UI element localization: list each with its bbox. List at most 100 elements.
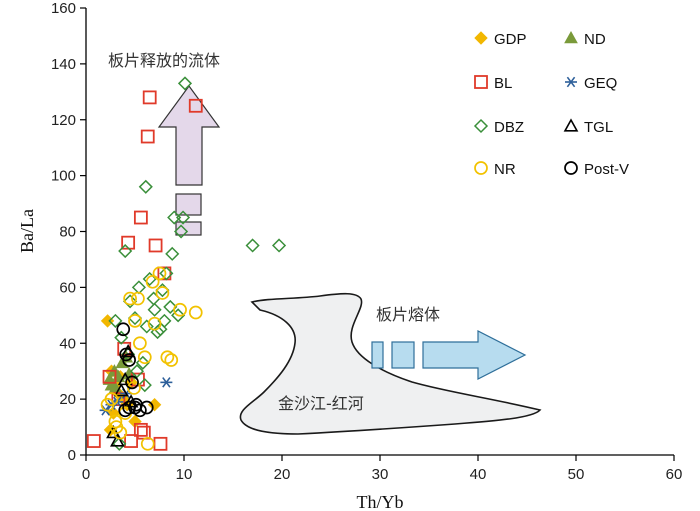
legend-item-nd: ND [564,30,606,48]
legend-item-tgl: TGL [563,118,613,136]
point-nr [140,436,155,451]
legend-label-nd: ND [584,31,606,48]
point-nr [104,392,119,406]
point-bl [148,238,163,253]
legend-item-geq: GEQ [565,75,617,92]
y-tick-label: 120 [51,112,76,129]
point-bl [133,422,148,437]
legend-label-geq: GEQ [584,75,617,92]
point-bl [136,425,151,440]
point-nr [127,381,141,395]
point-bl [111,392,126,407]
point-bl [86,434,101,448]
point-bl [124,434,138,448]
point-bl [157,266,172,281]
point-dbz [114,330,129,345]
point-dbz [177,76,193,91]
point-bl [140,129,155,144]
x-tick-label: 40 [470,466,487,483]
legend-label-nr: NR [494,161,516,178]
point-nr [188,305,203,320]
legend-marker-tgl [563,118,579,132]
point-dbz [271,238,287,253]
annotation-slab-melt: 板片熔体 [376,305,440,324]
point-nr [152,266,167,281]
point-tgl [110,433,125,447]
x-tick-label: 60 [666,466,683,483]
legend-marker-nr [474,161,488,175]
point-dbz [175,210,191,225]
point-dbz [245,238,260,253]
point-bl [142,90,157,105]
y-tick-label: 20 [59,391,76,408]
point-dbz [108,313,123,328]
y-axis-label: Ba/La [17,209,37,253]
annotation-jinsha-honghe: 金沙江-红河 [278,394,364,413]
point-gdp [147,398,162,412]
legend-marker-nd [564,30,578,44]
point-geq [160,377,173,388]
legend-marker-gdp [474,31,488,45]
legend-label-bl: BL [494,75,512,92]
point-nr [128,314,142,328]
point-nr [145,274,160,289]
x-tick-label: 0 [82,466,90,483]
point-bl [133,210,148,225]
legend-item-bl: BL [474,75,512,92]
point-tgl [117,371,133,386]
y-tick-label: 140 [51,56,76,73]
point-nr [173,302,187,317]
point-dbz [163,299,178,314]
point-post-v [125,375,139,390]
point-dbz [139,319,154,334]
point-nr [131,291,145,306]
legend-marker-bl [474,75,488,89]
point-nr [113,425,128,440]
y-tick-label: 80 [59,224,76,241]
point-dbz [112,436,127,451]
point-post-v [116,322,131,337]
point-post-v [118,403,133,418]
slab-fluid-arrow [157,84,221,236]
point-post-v [122,353,136,367]
point-dbz [155,283,170,298]
legend-marker-geq [565,76,577,88]
x-tick-label: 30 [372,466,389,483]
point-bl [188,98,203,113]
point-dbz [123,294,138,309]
legend-label-tgl: TGL [584,119,613,136]
point-nr [137,350,152,365]
point-dbz [118,243,133,259]
point-nr [123,291,137,306]
legend: GDP ND BL GEQ DBZ TGL NR Post-V [473,30,629,178]
x-tick-label: 50 [568,466,585,483]
point-nr [160,350,175,365]
legend-label-gdp: GDP [494,31,527,48]
legend-marker-dbz [473,118,489,134]
point-dbz [171,308,186,323]
point-dbz [173,224,189,239]
x-tick-label: 20 [274,466,291,483]
annotation-slab-fluid: 板片释放的流体 [108,51,220,70]
y-tick-label: 40 [59,335,76,352]
point-nr [108,414,123,429]
legend-label-dbz: DBZ [494,119,524,136]
point-bl [102,369,117,384]
point-nr [164,353,179,367]
legend-item-nr: NR [474,161,516,178]
point-dbz [159,266,174,281]
point-bl [153,436,168,451]
point-tgl [113,383,129,397]
x-axis-label: Th/Yb [357,492,404,511]
legend-item-dbz: DBZ [473,118,524,136]
point-dbz [157,313,172,328]
point-dbz [137,378,152,393]
point-dbz [138,179,153,194]
point-dbz [165,246,180,261]
point-nr [147,316,162,331]
point-dbz [146,291,161,306]
point-dbz [135,355,150,370]
point-dbz [147,302,162,317]
point-gdp [100,314,115,328]
legend-item-post-v: Post-V [564,161,629,178]
